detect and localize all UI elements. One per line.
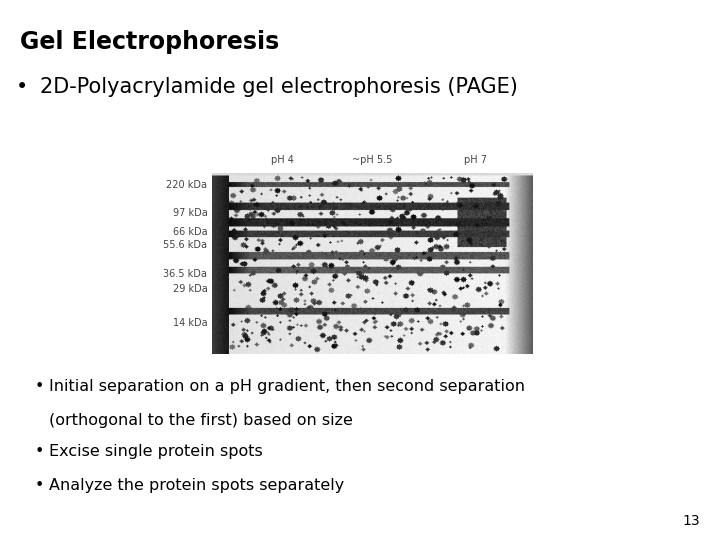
Text: 66 kDa: 66 kDa [173,227,207,238]
Text: pH 4: pH 4 [271,154,294,165]
Text: •: • [35,478,44,493]
Text: 97 kDa: 97 kDa [173,207,207,218]
Text: 14 kDa: 14 kDa [173,318,207,328]
Text: •: • [35,379,44,394]
Text: ~pH 5.5: ~pH 5.5 [352,154,393,165]
Text: pH 7: pH 7 [464,154,487,165]
Text: 220 kDa: 220 kDa [166,180,207,191]
Text: 2D-Polyacrylamide gel electrophoresis (PAGE): 2D-Polyacrylamide gel electrophoresis (P… [40,77,518,97]
Text: •: • [16,77,28,97]
Text: Gel Electrophoresis: Gel Electrophoresis [20,30,279,53]
Text: 13: 13 [683,514,700,528]
Text: Excise single protein spots: Excise single protein spots [49,444,263,459]
Text: 29 kDa: 29 kDa [173,284,207,294]
Text: 55.6 kDa: 55.6 kDa [163,240,207,250]
Text: •: • [35,444,44,459]
Text: (orthogonal to the first) based on size: (orthogonal to the first) based on size [49,413,353,428]
Text: Initial separation on a pH gradient, then second separation: Initial separation on a pH gradient, the… [49,379,525,394]
Text: 36.5 kDa: 36.5 kDa [163,269,207,279]
Text: Analyze the protein spots separately: Analyze the protein spots separately [49,478,344,493]
